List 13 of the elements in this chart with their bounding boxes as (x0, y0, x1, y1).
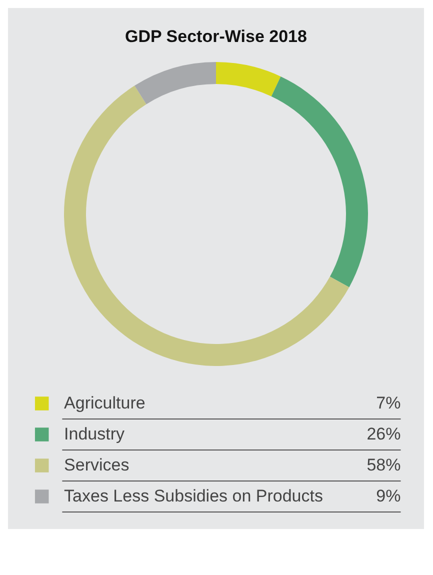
data-label: 58% (366, 456, 401, 474)
data-label: 26% (366, 424, 401, 444)
legend-label: Agriculture (64, 394, 146, 412)
donut-slice (134, 62, 216, 104)
donut-slice (64, 86, 350, 366)
data-label: 7% (376, 394, 401, 412)
legend-label: Taxes Less Subsidies on Products (64, 486, 323, 506)
legend-label: Industry (64, 424, 126, 444)
donut-slice (216, 62, 281, 96)
legend-label: Services (64, 456, 130, 474)
donut-slice (271, 76, 368, 288)
chart-title: GDP Sector-Wise 2018 (125, 27, 307, 46)
data-label: 9% (376, 486, 401, 506)
